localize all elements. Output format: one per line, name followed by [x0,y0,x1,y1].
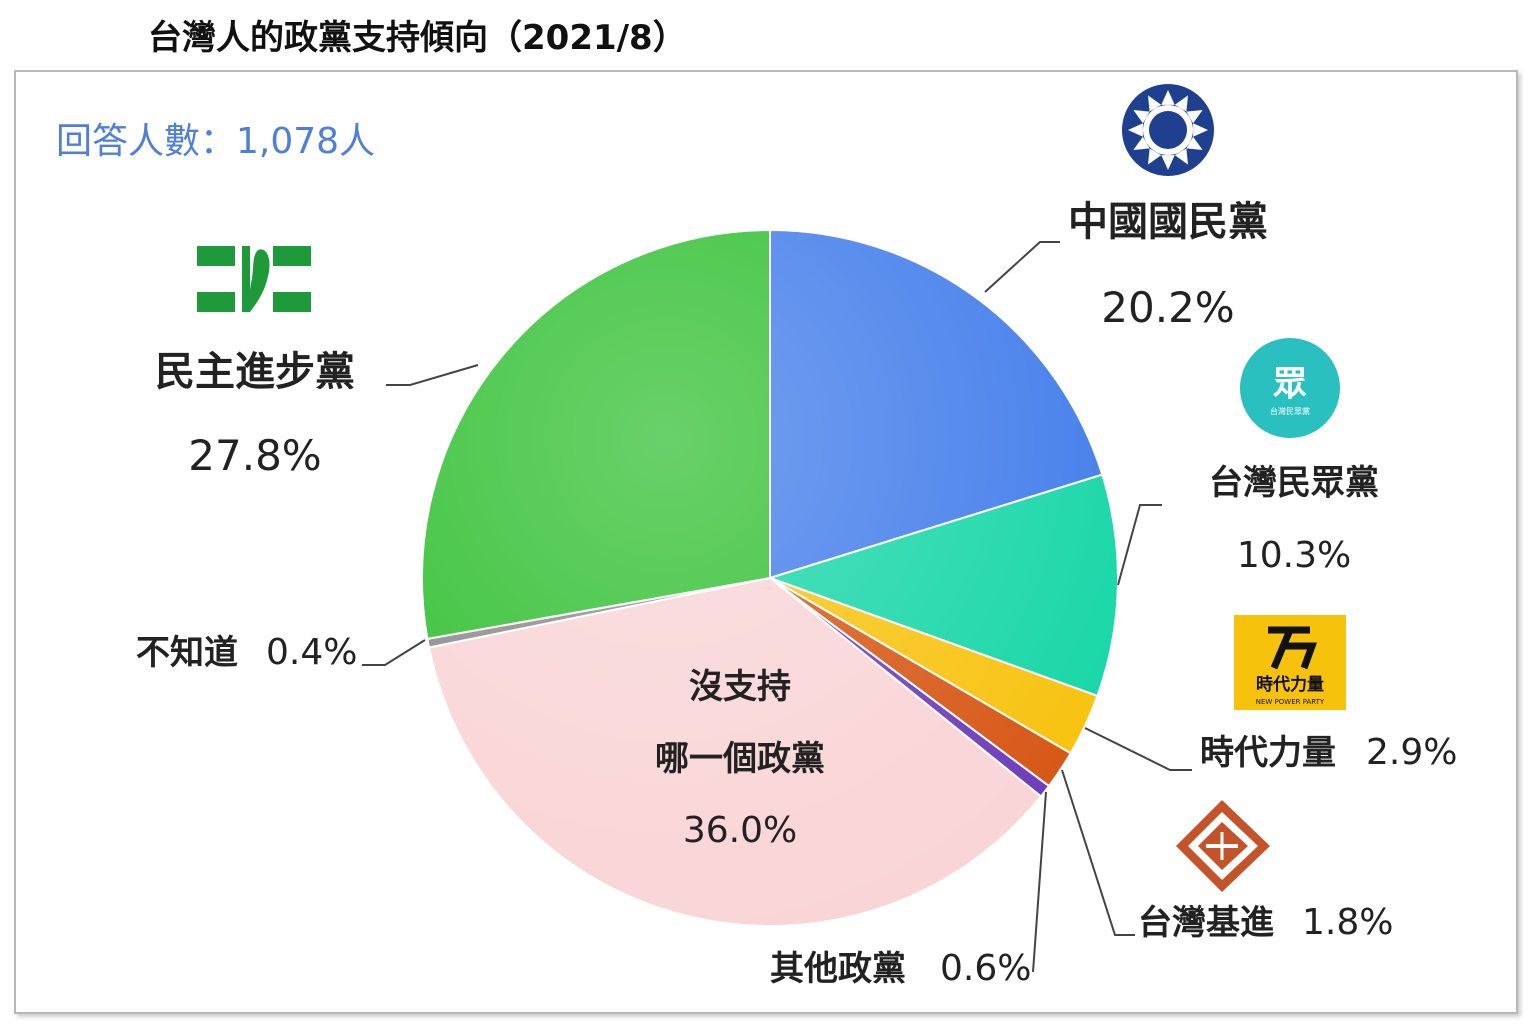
kmt-ray [1133,110,1150,124]
label-tsp-name: 台灣基進 [1138,903,1274,943]
tpp-logo-icon: 眾 台灣民眾黨 [1240,338,1340,438]
label-none-value: 36.0% [683,810,797,851]
kmt-ray [1133,136,1150,150]
kmt-ray [1186,110,1203,124]
kmt-emblem-icon [1122,84,1214,176]
slice-labels: 中國國民黨 20.2% 台灣民眾黨 10.3% 時代力量 2.9% 台灣基進 1… [136,199,1457,989]
kmt-ray [1148,148,1162,165]
leader-line-tsp [1061,769,1135,936]
kmt-ray [1174,95,1188,112]
leader-line-kmt [984,241,1060,293]
label-tpp-value: 10.3% [1237,535,1351,576]
label-dpp-value: 27.8% [188,431,321,480]
label-kmt-name: 中國國民黨 [1068,199,1268,245]
kmt-ray [1193,123,1208,137]
tsp-logo-icon [1176,800,1270,892]
pie-slice-dpp [421,228,771,641]
label-kmt-value: 20.2% [1101,283,1234,332]
npp-logo-text: 時代力量 [1256,674,1324,695]
kmt-ray [1148,95,1162,112]
dpp-logo-icon [197,246,311,312]
label-other-value: 0.6% [940,948,1031,989]
leader-line-npp [1084,727,1192,771]
kmt-ray [1128,123,1143,137]
label-dk-value: 0.4% [266,632,357,673]
label-dk-name: 不知道 [136,633,238,673]
npp-logo-icon: 時代力量 NEW POWER PARTY [1234,615,1346,710]
leader-line-tpp [1117,504,1162,586]
page-title: 台灣人的政黨支持傾向（2021/8） [148,18,687,58]
label-npp-value: 2.9% [1366,732,1457,773]
kmt-ray [1161,90,1175,105]
respondent-count: 回答人數：1,078人 [56,121,376,162]
kmt-ray [1186,136,1203,150]
leader-line-dk [362,639,426,666]
label-dpp-name: 民主進步黨 [155,349,355,395]
label-tsp-value: 1.8% [1302,902,1393,943]
tpp-logo-glyph: 眾 [1272,364,1307,404]
label-none-line1: 沒支持 [689,667,791,707]
tpp-logo-caption: 台灣民眾黨 [1270,406,1310,416]
leader-line-dpp [386,364,479,386]
label-none-line2: 哪一個政黨 [655,739,825,779]
label-other-name: 其他政黨 [770,949,906,989]
kmt-ray [1174,148,1188,165]
npp-logo-caption: NEW POWER PARTY [1256,698,1325,706]
leader-line-other [1032,791,1047,973]
leader-lines [362,241,1192,973]
kmt-ray [1161,155,1175,170]
label-npp-name: 時代力量 [1200,733,1336,773]
label-tpp-name: 台灣民眾黨 [1209,463,1379,503]
